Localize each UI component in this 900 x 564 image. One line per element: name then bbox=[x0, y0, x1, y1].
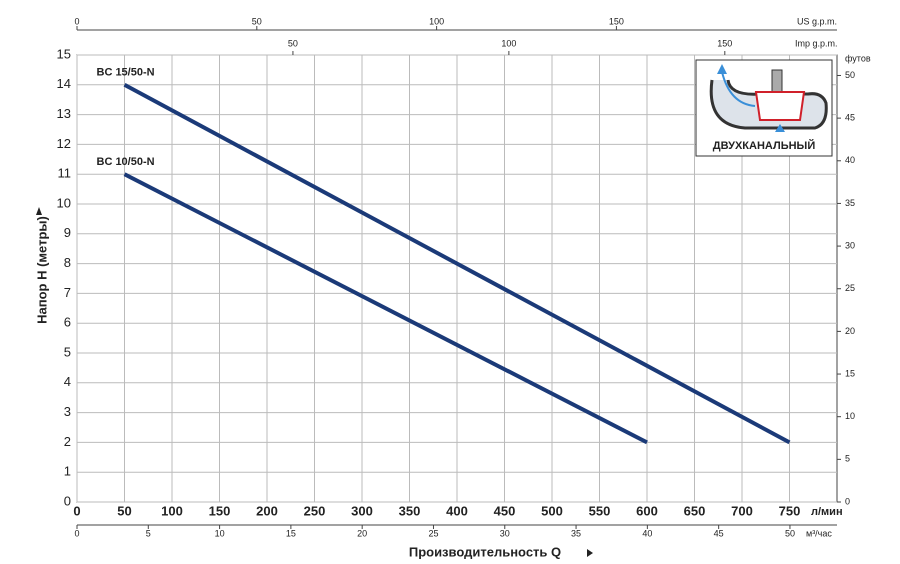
y-tick-label: 4 bbox=[64, 374, 71, 389]
y-tick-label: 2 bbox=[64, 434, 71, 449]
x4-tick-label: 100 bbox=[501, 38, 516, 48]
y-tick-label: 10 bbox=[57, 195, 71, 210]
y-tick-label: 11 bbox=[58, 166, 72, 181]
x3-unit: US g.p.m. bbox=[797, 16, 837, 26]
series-label: BC 15/50-N bbox=[97, 67, 155, 79]
inset: ДВУХКАНАЛЬНЫЙ bbox=[695, 59, 833, 157]
x3-tick-label: 150 bbox=[609, 16, 624, 26]
y2-tick-label: 15 bbox=[845, 368, 855, 378]
x2-tick-label: 20 bbox=[357, 528, 367, 538]
x-tick-label: 600 bbox=[636, 503, 658, 518]
y-tick-label: 3 bbox=[64, 404, 71, 419]
x4-unit: Imp g.p.m. bbox=[795, 38, 838, 48]
flow-arrow bbox=[721, 71, 756, 107]
x4-tick-label: 150 bbox=[717, 38, 732, 48]
x2-tick-label: 50 bbox=[785, 528, 795, 538]
x-tick-label: 0 bbox=[73, 503, 80, 518]
y2-tick-label: 40 bbox=[845, 155, 855, 165]
y2-tick-label: 45 bbox=[845, 113, 855, 123]
y2-tick-label: 35 bbox=[845, 198, 855, 208]
y-tick-label: 1 bbox=[64, 464, 71, 479]
x-tick-label: 750 bbox=[779, 503, 801, 518]
x-tick-label: 250 bbox=[304, 503, 326, 518]
y-tick-label: 9 bbox=[64, 225, 71, 240]
x4-tick-label: 50 bbox=[288, 38, 298, 48]
x-tick-label: 150 bbox=[209, 503, 231, 518]
x-tick-label: 100 bbox=[161, 503, 183, 518]
y-tick-label: 6 bbox=[64, 315, 71, 330]
series-line bbox=[123, 83, 791, 445]
x2-tick-label: 40 bbox=[642, 528, 652, 538]
y-tick-label: 7 bbox=[64, 285, 71, 300]
y-tick-label: 13 bbox=[57, 106, 71, 121]
y2-tick-label: 10 bbox=[845, 411, 855, 421]
y2-tick-label: 20 bbox=[845, 326, 855, 336]
y2-tick-label: 0 bbox=[845, 496, 850, 506]
series-label: BC 10/50-N bbox=[97, 156, 155, 168]
x3-tick-label: 50 bbox=[252, 16, 262, 26]
x2-tick-label: 45 bbox=[714, 528, 724, 538]
x3-tick-label: 0 bbox=[74, 16, 79, 26]
x-tick-label: 500 bbox=[541, 503, 563, 518]
x-tick-label: 200 bbox=[256, 503, 278, 518]
x-tick-label: 700 bbox=[731, 503, 753, 518]
y2-tick-label: 50 bbox=[845, 70, 855, 80]
y2-unit: футов bbox=[845, 53, 871, 63]
x2-tick-label: 5 bbox=[146, 528, 151, 538]
x2-tick-label: 30 bbox=[500, 528, 510, 538]
y-tick-label: 5 bbox=[64, 344, 71, 359]
y2-tick-label: 25 bbox=[845, 283, 855, 293]
x-tick-label: 350 bbox=[399, 503, 421, 518]
shaft bbox=[771, 69, 783, 93]
x2-tick-label: 25 bbox=[428, 528, 438, 538]
x2-unit: м³/час bbox=[806, 528, 832, 538]
inset-label: ДВУХКАНАЛЬНЫЙ bbox=[713, 139, 816, 152]
x-tick-label: 650 bbox=[684, 503, 706, 518]
y-tick-label: 0 bbox=[64, 493, 71, 508]
flow-arrow-head bbox=[717, 64, 727, 74]
x-tick-label: 400 bbox=[446, 503, 468, 518]
x-axis-label: Производительность Q bbox=[409, 544, 561, 559]
y-tick-label: 14 bbox=[57, 76, 71, 91]
y-axis-label: Напор H (метры) bbox=[34, 216, 49, 324]
impeller bbox=[754, 91, 806, 121]
y-tick-label: 15 bbox=[57, 46, 71, 61]
y2-tick-label: 30 bbox=[845, 240, 855, 250]
arrow bbox=[36, 207, 42, 215]
x-tick-label: 50 bbox=[117, 503, 131, 518]
x2-tick-label: 0 bbox=[74, 528, 79, 538]
x2-tick-label: 15 bbox=[286, 528, 296, 538]
x-tick-label: 450 bbox=[494, 503, 516, 518]
y2-tick-label: 5 bbox=[845, 454, 850, 464]
x2-tick-label: 10 bbox=[215, 528, 225, 538]
x-tick-label: 300 bbox=[351, 503, 373, 518]
y-tick-label: 8 bbox=[64, 255, 71, 270]
y-tick-label: 12 bbox=[57, 136, 71, 151]
x2-tick-label: 35 bbox=[571, 528, 581, 538]
arrow bbox=[587, 549, 593, 557]
x3-tick-label: 100 bbox=[429, 16, 444, 26]
x-tick-label: 550 bbox=[589, 503, 611, 518]
x-unit: л/мин bbox=[811, 506, 843, 518]
flow-arrow-head bbox=[775, 124, 785, 132]
series-line bbox=[123, 172, 648, 445]
